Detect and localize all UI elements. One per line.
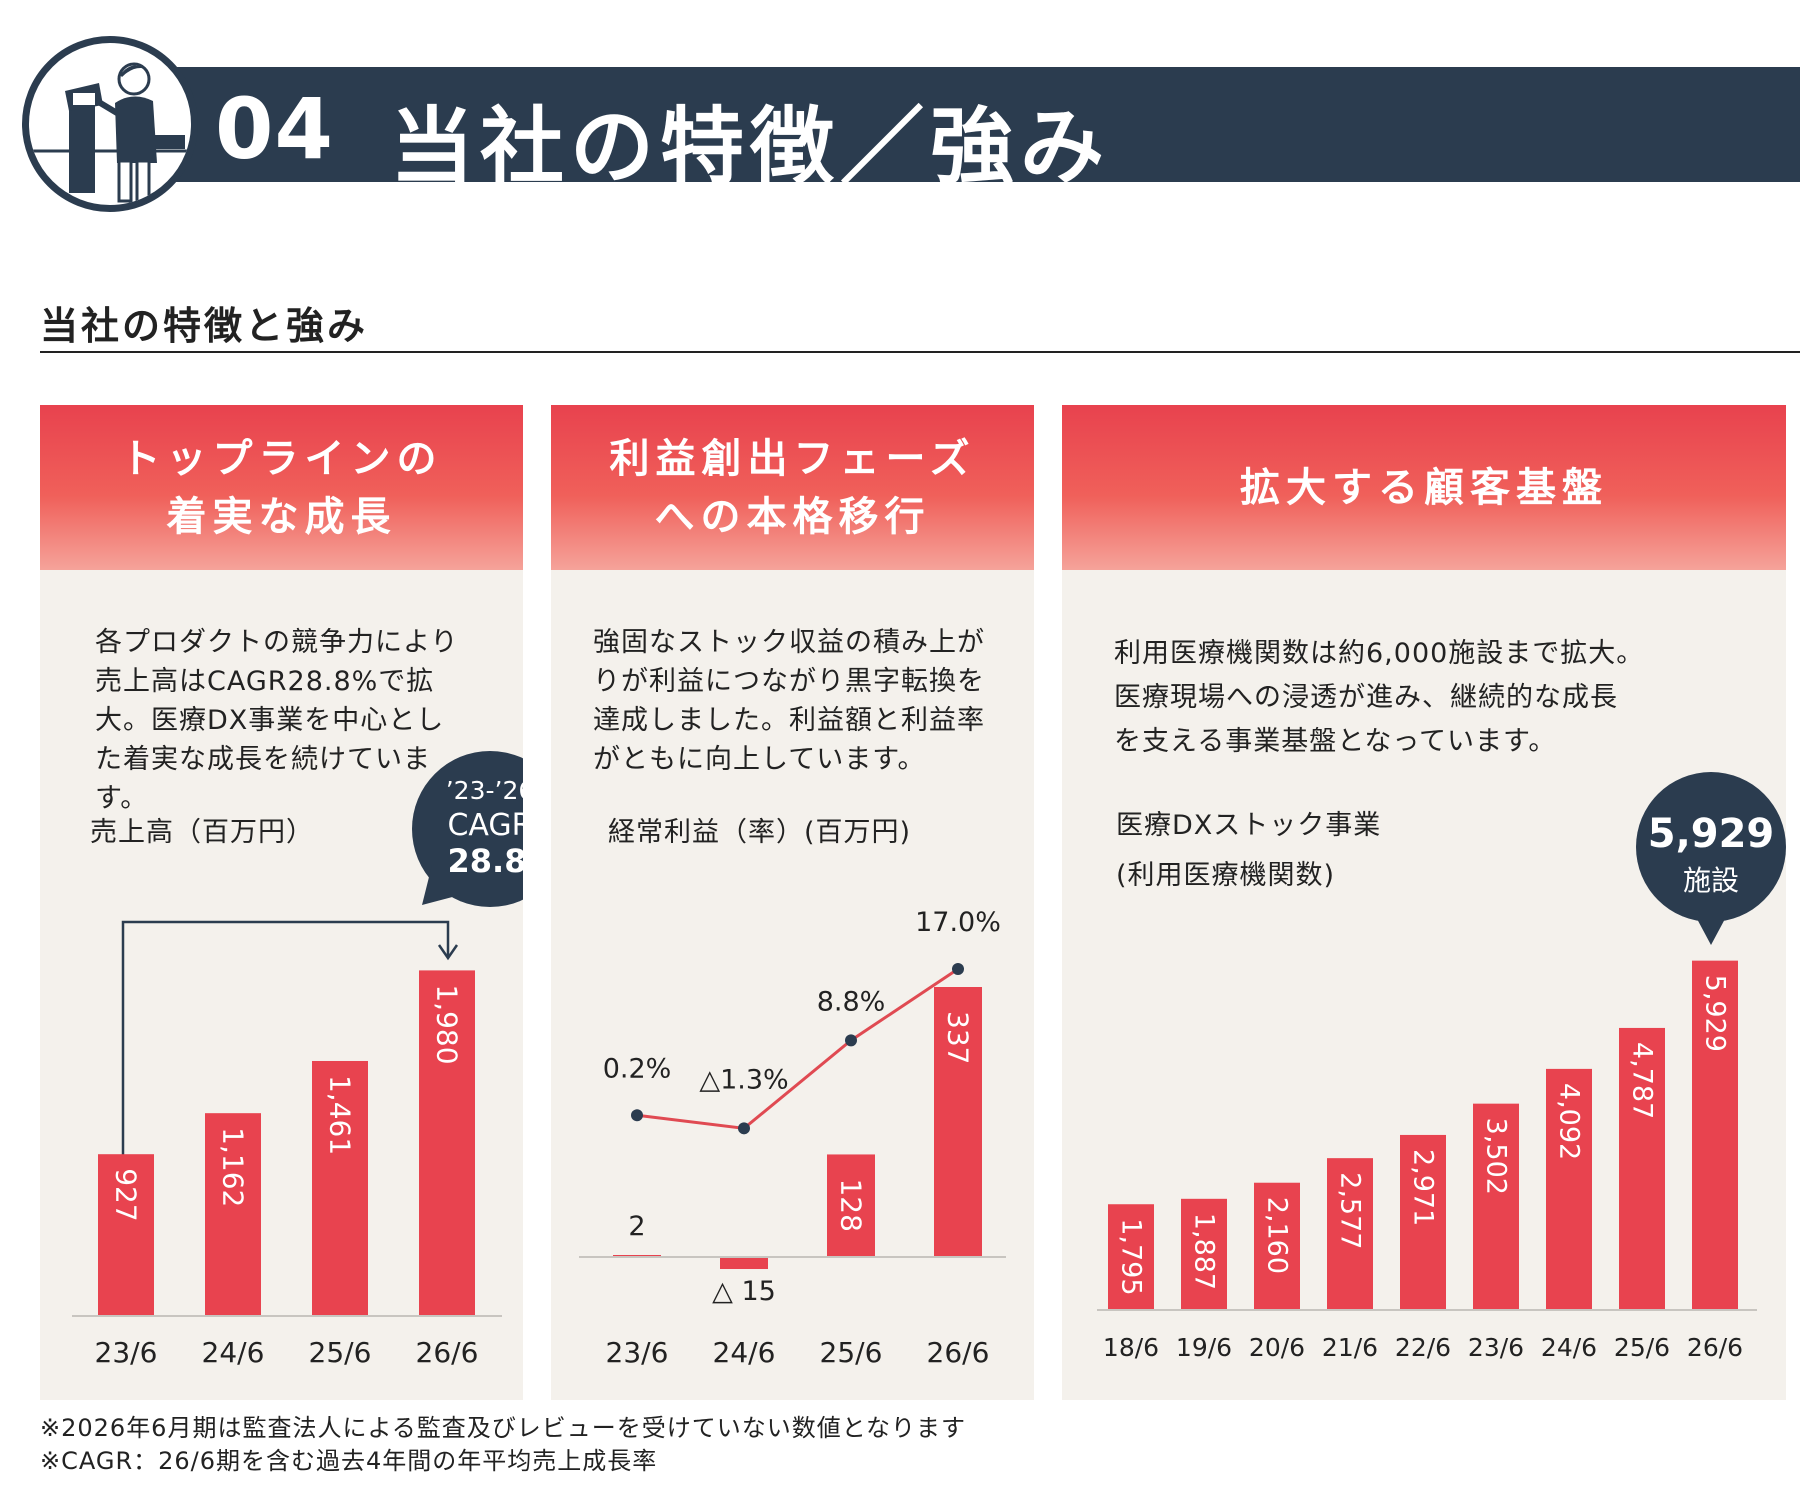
bar-value-label: 1,887: [1189, 1213, 1220, 1290]
cagr-period: ’23-’26: [446, 776, 523, 805]
bar: [1400, 1134, 1446, 1310]
facilities-chart: 5,929 施設 1,795 18/6 1,887 19/6 2,160 20/6 2,57…: [1097, 772, 1786, 1362]
bar-value-label: 1,461: [324, 1075, 357, 1155]
section-title: 当社の特徴と強み: [40, 304, 369, 348]
chart-title: 医療DXストック事業 (利用医療機関数): [1116, 810, 1382, 891]
bar-value-label: 4,092: [1554, 1083, 1585, 1160]
panel-topline-growth: トップラインの 着実な成長 各プロダクトの競争力により 売上高はCAGR28.8…: [40, 405, 523, 1400]
bar: [1546, 1068, 1592, 1310]
facilities-callout-bubble: 5,929 施設: [1636, 772, 1786, 945]
bar: [1692, 960, 1738, 1310]
x-tick-label: 22/6: [1395, 1333, 1451, 1362]
revenue-chart: ’23-’26 CAGR 28.8 % 927 23/6 1,162 24/6 1,46…: [72, 751, 523, 1369]
margin-point: [631, 1109, 643, 1122]
x-tick-label: 21/6: [1322, 1333, 1378, 1362]
panel-heading-banner: 拡大する顧客基盤: [1062, 405, 1786, 570]
panel-customer-base: 拡大する顧客基盤 利用医療機関数は約6,000施設まで拡大。 医療現場への浸透が…: [1062, 405, 1786, 1400]
bar: [419, 970, 475, 1316]
bar: [1327, 1158, 1373, 1310]
panel-description: 強固なストック収益の積み上が りが利益につながり黒字転換を 達成しました。利益額…: [593, 627, 985, 775]
bar-value-label: 2,160: [1262, 1197, 1293, 1274]
footnote-audit: ※2026年6月期は監査法人による監査及びレビューを受けていない数値となります: [40, 1414, 967, 1442]
x-tick-label: 26/6: [927, 1336, 990, 1369]
bar-value-label: 927: [110, 1168, 143, 1221]
bar-value-label: 2,577: [1335, 1172, 1366, 1249]
bar-value-label: 337: [942, 1011, 975, 1064]
x-tick-label: 24/6: [713, 1336, 776, 1369]
x-tick-label: 26/6: [416, 1336, 479, 1369]
chart-title: 売上高（百万円）: [90, 817, 314, 848]
x-tick-label: 23/6: [95, 1336, 158, 1369]
bar: [1181, 1198, 1227, 1310]
facilities-callout-unit: 施設: [1683, 864, 1739, 897]
cagr-callout-bubble: ’23-’26 CAGR 28.8 %: [412, 751, 523, 907]
cagr-label: CAGR: [447, 808, 523, 843]
section-number: 04: [215, 80, 334, 178]
bar-value-label: 4,787: [1627, 1042, 1658, 1119]
margin-label: 17.0%: [915, 907, 1001, 938]
bar: [720, 1257, 768, 1270]
x-tick-label: 19/6: [1176, 1333, 1232, 1362]
bar: [98, 1154, 154, 1316]
margin-label: 0.2%: [603, 1053, 672, 1084]
bar-value-label: 128: [835, 1178, 868, 1231]
bar: [312, 1060, 368, 1316]
margin-point: [952, 963, 964, 975]
kiosk-illustration-icon: [22, 36, 198, 212]
bar-value-label: 1,795: [1116, 1218, 1147, 1295]
bar-value-label: 2: [628, 1211, 645, 1242]
x-tick-label: 25/6: [820, 1336, 883, 1369]
panel-heading-banner: トップラインの 着実な成長: [40, 405, 523, 570]
footnote-cagr: ※CAGR：26/6期を含む過去4年間の年平均売上成長率: [40, 1447, 658, 1475]
chart-title: 経常利益（率）(百万円): [608, 817, 912, 848]
panel-profit-phase: 利益創出フェーズ への本格移行 強固なストック収益の積み上が りが利益につながり…: [551, 405, 1034, 1400]
x-tick-label: 20/6: [1249, 1333, 1305, 1362]
x-tick-label: 26/6: [1687, 1333, 1743, 1362]
panel-heading: 拡大する顧客基盤: [1240, 464, 1608, 511]
header-bar: [170, 67, 1800, 182]
panel-heading: トップラインの 着実な成長: [120, 435, 443, 540]
margin-label: 8.8%: [817, 986, 886, 1017]
x-tick-label: 23/6: [606, 1336, 669, 1369]
x-tick-label: 25/6: [309, 1336, 372, 1369]
bar: [1619, 1027, 1665, 1310]
bar-value-label: 1,162: [217, 1127, 250, 1207]
panel-heading: 利益創出フェーズ への本格移行: [609, 435, 976, 540]
x-tick-label: 25/6: [1614, 1333, 1670, 1362]
bar: [934, 987, 982, 1257]
margin-line: [636, 967, 959, 1130]
margin-label: △1.3%: [699, 1064, 788, 1095]
bar-value-label: 2,971: [1408, 1149, 1439, 1226]
bar: [1108, 1204, 1154, 1310]
margin-point: [845, 1034, 857, 1047]
cagr-value: 28.8: [448, 842, 523, 880]
x-tick-label: 23/6: [1468, 1333, 1524, 1362]
x-tick-label: 24/6: [1541, 1333, 1597, 1362]
bar: [205, 1113, 261, 1316]
margin-point: [738, 1122, 750, 1135]
panel-description: 利用医療機関数は約6,000施設まで拡大。 医療現場への浸透が進み、継続的な成長…: [1114, 638, 1645, 757]
bar: [827, 1154, 875, 1257]
profit-chart: 2 23/6 △ 15 24/6 128 25/6 337 26/6 0.2% △1.3% 8.8…: [579, 907, 1006, 1369]
cagr-arrow: [121, 920, 459, 1175]
panel-heading-banner: 利益創出フェーズ への本格移行: [551, 405, 1034, 570]
bar: [1254, 1182, 1300, 1310]
x-tick-label: 18/6: [1103, 1333, 1159, 1362]
bar: [1473, 1103, 1519, 1310]
bar-value-label: △ 15: [712, 1276, 776, 1307]
bar-value-label: 5,929: [1700, 975, 1731, 1052]
facilities-callout-value: 5,929: [1648, 811, 1775, 857]
x-tick-label: 24/6: [202, 1336, 265, 1369]
bar-value-label: 3,502: [1481, 1118, 1512, 1195]
page-title: 当社の特徴／強み: [390, 98, 1111, 196]
bar-value-label: 1,980: [431, 984, 464, 1064]
section-divider: [40, 351, 1800, 353]
panel-description: 各プロダクトの競争力により 売上高はCAGR28.8%で拡 大。医療DX事業を中…: [95, 627, 459, 814]
